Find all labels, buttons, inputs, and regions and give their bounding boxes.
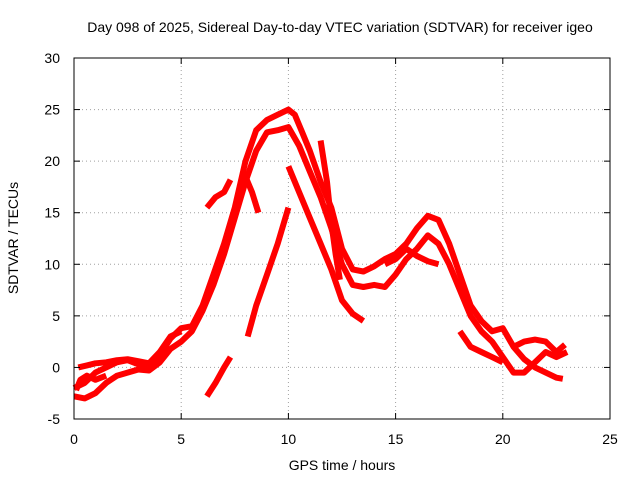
series-satellite-track-11: [457, 329, 505, 365]
series-satellite-track-3: [77, 328, 183, 371]
x-tick-label: 20: [495, 431, 511, 447]
plot-frame: [73, 57, 611, 420]
y-tick-label: 30: [44, 50, 60, 66]
y-tick-label: 15: [44, 205, 60, 221]
series-satellite-track-4: [204, 178, 234, 210]
chart-title: Day 098 of 2025, Sidereal Day-to-day VTE…: [87, 19, 593, 35]
y-tick-label: -5: [48, 411, 61, 427]
series-satellite-track-1: [72, 106, 564, 391]
x-tick-label: 25: [602, 431, 618, 447]
x-axis-label: GPS time / hours: [289, 457, 396, 473]
y-tick-label: 25: [44, 102, 60, 118]
y-tick-label: 0: [52, 359, 60, 375]
y-tick-label: 10: [44, 256, 60, 272]
y-tick-label: 20: [44, 153, 60, 169]
x-tick-label: 5: [177, 431, 185, 447]
series-satellite-track-5: [242, 175, 262, 214]
series-satellite-track-10: [383, 245, 440, 268]
x-tick-label: 10: [281, 431, 297, 447]
series-satellite-track-7: [244, 206, 292, 338]
series-satellite-track-6: [204, 355, 234, 398]
x-tick-label: 0: [70, 431, 78, 447]
series-satellite-track-2: [73, 124, 569, 402]
series-layer: [72, 106, 569, 402]
x-tick-label: 15: [388, 431, 404, 447]
series-satellite-track-8: [285, 165, 366, 324]
axis-ticks: 0 5 10 15 20 25 -5 0 5 10 15 20 25 30: [44, 50, 618, 447]
y-axis-label: SDTVAR / TECUs: [5, 182, 21, 294]
series-satellite-track-12: [512, 336, 567, 355]
series-satellite-track-9: [317, 140, 343, 281]
series-satellite-track-13: [73, 372, 108, 392]
y-tick-label: 5: [52, 308, 60, 324]
